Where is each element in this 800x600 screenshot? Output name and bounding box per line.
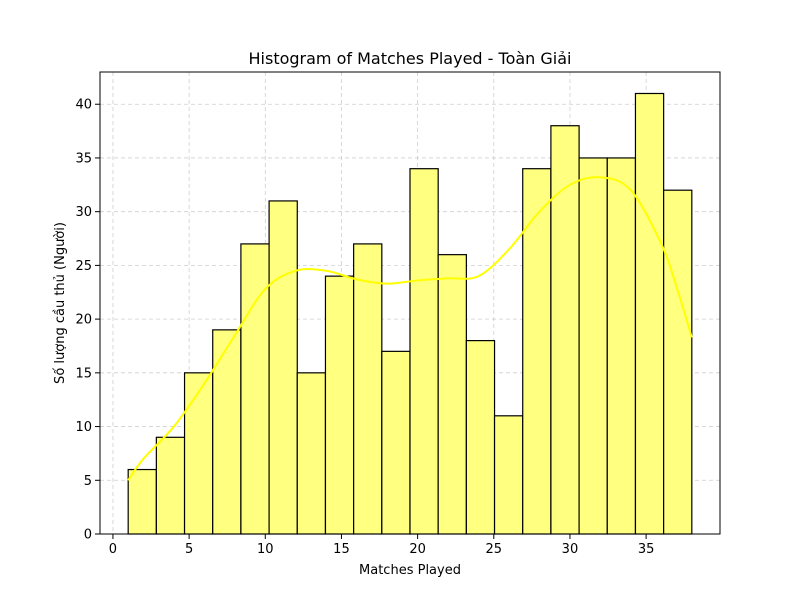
histogram-bar <box>550 125 580 535</box>
histogram-bar <box>183 372 214 535</box>
histogram-bar <box>381 350 411 535</box>
y-axis-label: Số lượng cầu thủ (Người) <box>53 222 68 384</box>
histogram-bar <box>155 436 186 535</box>
bars <box>127 92 693 535</box>
y-tick-label: 10 <box>75 420 92 435</box>
x-tick-label: 5 <box>185 542 193 557</box>
axes-frame <box>99 71 721 535</box>
x-tick-label: 20 <box>409 542 426 557</box>
x-tick-label: 15 <box>333 542 350 557</box>
y-axis-ticks: 0 5 10 15 20 25 30 35 40 <box>75 98 100 543</box>
histogram-bar <box>606 157 637 535</box>
y-tick-label: 25 <box>75 259 92 274</box>
chart-title: Histogram of Matches Played - Toàn Giải <box>249 49 572 68</box>
histogram-bar <box>465 340 496 535</box>
x-tick-label: 10 <box>257 542 274 557</box>
histogram-bar <box>437 254 467 535</box>
y-tick-label: 5 <box>84 474 92 489</box>
y-tick-label: 40 <box>75 98 92 113</box>
y-tick-label: 15 <box>75 366 92 381</box>
histogram-bar <box>578 157 608 535</box>
y-tick-label: 20 <box>75 313 92 328</box>
x-tick-label: 0 <box>109 542 117 557</box>
histogram-bar <box>493 415 524 535</box>
y-tick-label: 30 <box>75 205 92 220</box>
histogram-bar <box>409 168 439 535</box>
x-axis-ticks: 0 5 10 15 20 25 30 35 <box>109 534 655 557</box>
x-tick-label: 25 <box>486 542 503 557</box>
x-tick-label: 30 <box>562 542 579 557</box>
kde-curve-group <box>127 176 693 481</box>
histogram-bar <box>240 243 270 535</box>
histogram-bar <box>663 189 693 535</box>
histogram-bar <box>296 372 327 535</box>
histogram-bar <box>127 468 157 535</box>
histogram-bar <box>212 329 242 535</box>
y-tick-label: 0 <box>84 528 92 543</box>
kde-curve <box>127 176 693 481</box>
histogram-bar <box>268 200 298 535</box>
histogram-bar <box>522 168 552 535</box>
x-axis-label: Matches Played <box>359 563 461 578</box>
histogram-bar <box>353 243 383 535</box>
histogram-bar <box>324 275 355 535</box>
x-tick-label: 35 <box>638 542 655 557</box>
histogram-bar <box>634 92 665 535</box>
y-tick-label: 35 <box>75 151 92 166</box>
